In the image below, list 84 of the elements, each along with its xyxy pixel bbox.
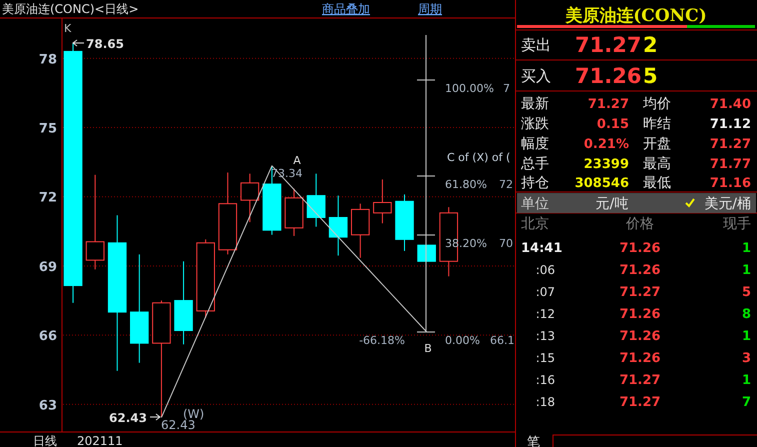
text: 14:41: [521, 241, 562, 256]
y-tick-label: 75: [38, 122, 57, 137]
text: 202111: [77, 434, 123, 447]
text: 商品叠加: [322, 2, 370, 16]
text: 71.27: [575, 33, 642, 57]
text: 71.26: [619, 307, 661, 322]
text: 71.27: [619, 285, 661, 300]
text: 71.26: [619, 263, 661, 278]
text: 7: [503, 82, 510, 95]
annotation: 62.43: [161, 418, 196, 432]
text: 幅度: [521, 136, 549, 152]
text: 71.77: [710, 157, 751, 172]
text: 价格: [625, 216, 654, 232]
text: :18: [536, 395, 555, 409]
text: 0.21%: [584, 137, 629, 152]
text: 23399: [584, 157, 629, 172]
y-tick-label: 69: [38, 260, 57, 275]
text: 0.15: [596, 117, 629, 132]
text: 8: [742, 307, 751, 322]
text: 71.26: [619, 351, 661, 366]
text: 1: [742, 241, 751, 256]
text: 70: [499, 237, 513, 250]
text: 单位: [521, 196, 549, 212]
text: :15: [536, 351, 555, 365]
text: 71.26: [575, 64, 642, 88]
chart-title: 美原油连(CONC)<日线>: [2, 2, 139, 16]
text: 总手: [520, 156, 549, 172]
text: 5: [643, 64, 658, 88]
text: 71.26: [619, 241, 661, 256]
annotation: 62.43: [109, 411, 147, 425]
text: 66.1: [490, 334, 514, 347]
text: 1: [742, 263, 751, 278]
text: 卖出: [521, 36, 551, 54]
text: 均价: [642, 96, 671, 112]
y-tick-label: 78: [38, 52, 57, 68]
text: 持仓: [521, 175, 549, 191]
x-axis-title: 日线: [33, 434, 57, 447]
text: 71.40: [710, 97, 751, 112]
text: 7: [742, 395, 751, 410]
annotation: A: [293, 154, 302, 167]
text: 周期: [418, 2, 442, 16]
annotation: 100.00%: [445, 82, 494, 95]
text: 71.26: [619, 329, 661, 344]
text: :12: [536, 307, 555, 321]
text: 5: [742, 285, 751, 300]
text: 308546: [574, 176, 629, 191]
text: 71.27: [710, 137, 751, 152]
text: 72: [499, 178, 513, 191]
text: 3: [742, 351, 751, 366]
annotation: -66.18%: [359, 334, 405, 347]
text: 71.27: [588, 97, 629, 112]
text: 71.12: [710, 117, 751, 132]
text: 最新: [521, 96, 549, 112]
text: 最低: [643, 175, 671, 191]
y-tick-label: 63: [38, 398, 57, 414]
text: 开盘: [643, 136, 671, 152]
annotation: K: [64, 22, 72, 35]
y-tick-label: 72: [38, 190, 57, 206]
text: 昨结: [643, 116, 671, 132]
text: 北京: [521, 216, 549, 232]
text: 美原油连(CONC): [564, 6, 707, 26]
text: 涨跌: [521, 116, 549, 132]
y-tick-label: 66: [38, 329, 57, 344]
text: :07: [536, 285, 555, 299]
text: :06: [536, 263, 555, 277]
text: 71.27: [619, 395, 661, 410]
text: 元/吨: [596, 196, 628, 212]
annotation: 61.80%: [445, 178, 487, 191]
annotation: C of (X) of (: [447, 151, 510, 164]
text: :13: [536, 329, 555, 343]
text: 71.16: [710, 176, 751, 191]
text: 最高: [643, 156, 671, 172]
annotation: B: [424, 342, 432, 355]
text: 美元/桶: [704, 196, 751, 212]
text: 1: [742, 329, 751, 344]
annotation: 0.00%: [445, 334, 480, 347]
text: 2: [643, 33, 658, 57]
text: 买入: [521, 67, 551, 85]
text: :16: [536, 373, 555, 387]
text: 1: [742, 373, 751, 388]
annotation: 78.65: [86, 37, 124, 51]
text: 71.27: [619, 373, 661, 388]
text: 现手: [723, 216, 751, 232]
annotation: (W): [183, 407, 204, 421]
